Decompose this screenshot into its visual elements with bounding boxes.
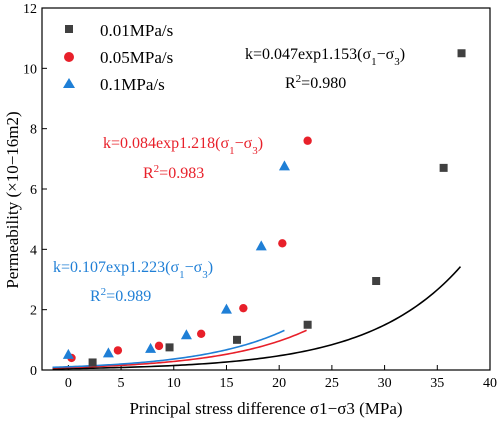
x-tick-label: 25 bbox=[325, 376, 339, 391]
data-point-series-1 bbox=[165, 343, 174, 352]
data-markers bbox=[62, 49, 466, 367]
data-point-series-1 bbox=[303, 320, 312, 329]
y-axis-title: Permeability (×10−16m2) bbox=[3, 111, 22, 288]
legend: 0.01MPa/s 0.05MPa/s 0.1MPa/s bbox=[63, 21, 173, 94]
legend-item-series-2: 0.05MPa/s bbox=[64, 48, 173, 67]
data-point-series-3 bbox=[278, 160, 290, 171]
y-tick-label: 2 bbox=[30, 304, 37, 319]
data-point-series-3 bbox=[102, 347, 114, 358]
data-point-series-1 bbox=[457, 49, 466, 58]
legend-label-series-1: 0.01MPa/s bbox=[100, 21, 173, 40]
data-point-series-3 bbox=[255, 240, 267, 251]
legend-marker-circle bbox=[64, 52, 74, 62]
data-point-series-1 bbox=[233, 335, 242, 344]
fit-equation-series-1: k=0.047exp1.153(σ1−σ3) bbox=[245, 46, 405, 68]
x-tick-label: 15 bbox=[219, 376, 233, 391]
data-point-series-2 bbox=[239, 303, 248, 313]
legend-item-series-3: 0.1MPa/s bbox=[63, 75, 165, 94]
fit-r2-series-2: R2=0.983 bbox=[143, 163, 204, 182]
data-point-series-1 bbox=[88, 358, 97, 367]
x-tick-label: 10 bbox=[167, 376, 181, 391]
fit-curve-series-1 bbox=[52, 266, 462, 370]
fit-r2-series-1: R2=0.980 bbox=[285, 73, 346, 92]
x-axis-title: Principal stress difference σ1−σ3 (MPa) bbox=[129, 399, 402, 418]
legend-item-series-1: 0.01MPa/s bbox=[65, 21, 173, 40]
x-tick-label: 40 bbox=[483, 376, 497, 391]
axis-ticks: 0 5 10 15 20 25 30 35 40 0 2 4 6 8 10 12 bbox=[23, 2, 497, 391]
fit-equation-series-2: k=0.084exp1.218(σ1−σ3) bbox=[103, 135, 263, 157]
data-point-series-2 bbox=[196, 329, 206, 338]
y-tick-label: 0 bbox=[30, 364, 37, 379]
data-point-series-2 bbox=[113, 346, 123, 355]
fit-curve-series-2 bbox=[52, 329, 307, 369]
legend-label-series-2: 0.05MPa/s bbox=[100, 48, 173, 67]
legend-label-series-3: 0.1MPa/s bbox=[100, 75, 165, 94]
data-point-series-3 bbox=[180, 329, 192, 340]
fit-annotations: k=0.047exp1.153(σ1−σ3) R2=0.980 k=0.084e… bbox=[53, 46, 405, 305]
data-point-series-2 bbox=[154, 341, 164, 351]
y-tick-label: 4 bbox=[30, 243, 37, 258]
legend-marker-square bbox=[65, 25, 73, 33]
x-tick-label: 5 bbox=[118, 376, 125, 391]
fit-equation-series-3: k=0.107exp1.223(σ1−σ3) bbox=[53, 259, 213, 281]
plot-area: 0 5 10 15 20 25 30 35 40 0 2 4 6 8 10 12 bbox=[23, 2, 497, 391]
x-tick-label: 30 bbox=[378, 376, 392, 391]
y-tick-label: 8 bbox=[30, 123, 37, 138]
x-tick-label: 0 bbox=[65, 376, 72, 391]
y-tick-label: 12 bbox=[23, 2, 37, 17]
data-point-series-3 bbox=[62, 348, 74, 359]
data-point-series-1 bbox=[372, 277, 381, 286]
data-point-series-2 bbox=[303, 136, 312, 145]
data-point-series-3 bbox=[220, 303, 232, 314]
y-tick-label: 6 bbox=[30, 183, 37, 198]
data-point-series-3 bbox=[145, 342, 157, 353]
data-point-series-2 bbox=[278, 239, 287, 248]
y-tick-label: 10 bbox=[23, 62, 37, 77]
fit-r2-series-3: R2=0.989 bbox=[90, 286, 151, 305]
x-tick-label: 35 bbox=[430, 376, 444, 391]
x-tick-label: 20 bbox=[272, 376, 286, 391]
legend-marker-triangle bbox=[63, 78, 75, 88]
fit-curves bbox=[52, 266, 462, 370]
data-point-series-1 bbox=[439, 163, 448, 172]
